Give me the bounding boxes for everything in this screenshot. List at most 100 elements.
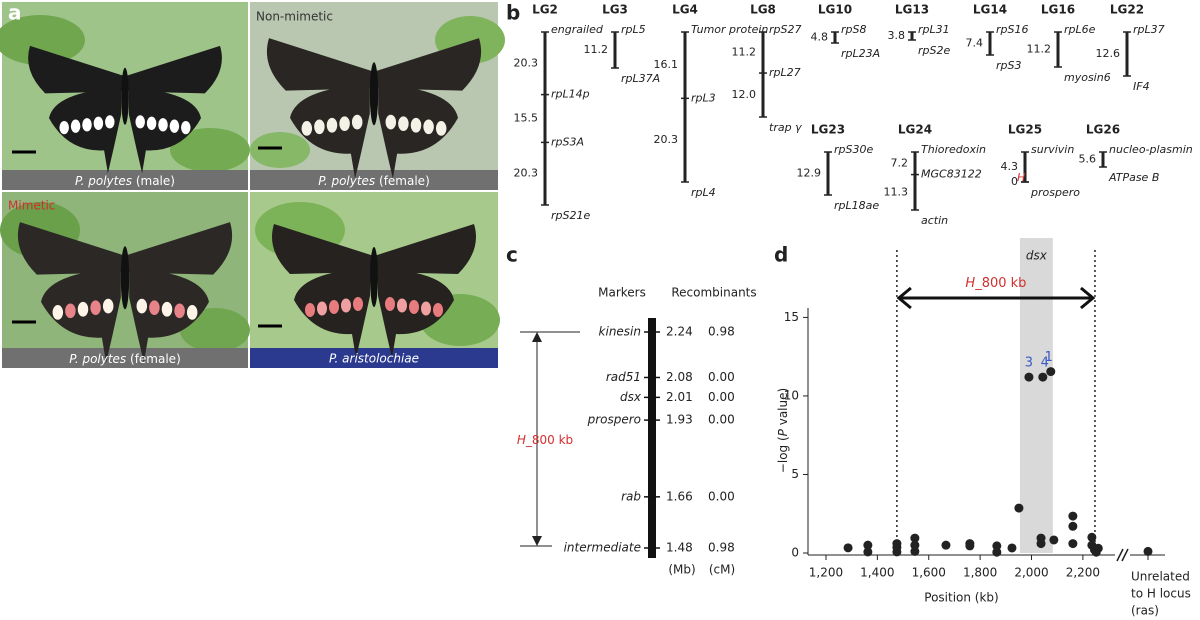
marker-name: trap γ — [769, 121, 802, 134]
photo-caption: P. polytes (female) — [69, 352, 181, 366]
point — [992, 547, 1002, 557]
wing-spot — [410, 117, 422, 133]
distance: 16.1 — [654, 58, 679, 71]
region-label: H_800 kb — [517, 433, 573, 447]
chromosome-bar — [648, 318, 656, 558]
chromosome-bar — [1056, 32, 1060, 67]
photo-tag: Non-mimetic — [256, 10, 333, 24]
wing-spot — [105, 115, 115, 129]
marker-name: ATPase B — [1108, 171, 1159, 184]
point — [863, 547, 873, 557]
distance: 12.6 — [1096, 47, 1121, 60]
distance: 3.8 — [888, 29, 906, 42]
wing-spot — [326, 117, 338, 133]
x-tick-label: 2,200 — [1066, 566, 1100, 580]
y-tick-label: 10 — [784, 388, 799, 402]
wing-spot — [136, 298, 148, 314]
wing-spot — [90, 300, 101, 316]
forewing — [266, 38, 374, 91]
marker-name: rpS3 — [996, 59, 1022, 72]
marker-name: kinesin — [599, 325, 641, 339]
marker-name: Thioredoxin — [921, 143, 986, 156]
note: (female) — [130, 352, 181, 366]
marker-name: myosin6 — [1064, 71, 1111, 84]
wing-spot — [169, 119, 180, 133]
marker-name: rpL27 — [769, 66, 801, 79]
marker-name: rpL37A — [621, 72, 660, 85]
forewing — [374, 38, 482, 91]
chromosome-bar — [683, 32, 687, 182]
marker-name: engrailed — [551, 23, 604, 36]
position: 1.93 — [666, 413, 693, 427]
caption-bar — [2, 170, 248, 190]
wing-spot — [59, 120, 69, 135]
photo-caption: P. polytes (female) — [318, 174, 430, 188]
photo-caption: P. aristolochiae — [329, 352, 419, 366]
recombinants: 0.00 — [708, 413, 735, 427]
region-text: _800 kb — [525, 433, 573, 447]
forewing — [272, 224, 374, 274]
region-label: H_800 kb — [965, 276, 1026, 291]
arrow-head — [1079, 286, 1096, 310]
butterfly — [266, 38, 482, 179]
wing-spot — [435, 121, 447, 136]
forewing — [125, 45, 222, 94]
distance: 12.0 — [732, 88, 757, 101]
marker-name: rpS21e — [551, 209, 590, 222]
body — [121, 67, 129, 125]
panel-label: c — [506, 243, 518, 267]
leaf — [250, 132, 310, 168]
group-name: LG25 — [1008, 123, 1042, 137]
distance: 7.2 — [891, 156, 909, 169]
x-tick-label: 2,000 — [1014, 566, 1048, 580]
distance: 0 — [1011, 175, 1018, 188]
marker-name: H — [1017, 171, 1025, 184]
marker-table: Markers Recombinants (Mb) (cM) kinesin 2.24 0.… — [517, 286, 757, 577]
photo-caption: P. polytes (male) — [75, 174, 175, 188]
position: 2.08 — [666, 370, 693, 384]
point-label: 3 — [1025, 356, 1033, 371]
point — [1068, 521, 1078, 531]
panel-label: a — [8, 1, 22, 25]
y-label-part: −log ( — [776, 436, 790, 473]
marker-name: IF4 — [1133, 80, 1150, 93]
y-label-part: P — [776, 428, 790, 436]
forewing — [28, 45, 126, 94]
leaf — [0, 15, 85, 65]
point — [1038, 372, 1048, 382]
distance: 11.2 — [1027, 43, 1052, 56]
wing-spot — [93, 116, 104, 130]
chromosome-bar — [826, 152, 830, 195]
wing-spot — [341, 298, 351, 313]
y-axis-label: −log (P value) — [776, 388, 790, 473]
marker-name: rpS3A — [551, 135, 584, 148]
recombinants: 0.00 — [708, 370, 735, 384]
panel-label: b — [506, 1, 520, 25]
distance: 5.6 — [1079, 153, 1097, 166]
y-tick-label: 0 — [791, 546, 799, 560]
marker-name: rpS27 — [769, 23, 801, 36]
body — [370, 247, 378, 307]
recombinants: 0.98 — [708, 541, 735, 555]
distance: 12.9 — [797, 167, 822, 180]
panel-label: d — [774, 243, 788, 267]
wing-spot — [146, 116, 157, 130]
wing-spot — [398, 116, 409, 132]
wing-spot — [353, 297, 363, 311]
axis-break — [1116, 548, 1129, 562]
region-italic: H — [965, 276, 975, 291]
arrow-head — [896, 286, 912, 310]
y-tick-label: 15 — [784, 310, 799, 324]
recombinants: 0.98 — [708, 325, 735, 339]
chromosome-bar — [1125, 32, 1129, 76]
marker-name: rpL31 — [918, 23, 950, 36]
chromosome-bar — [1101, 152, 1105, 167]
note: (female) — [379, 174, 430, 188]
butterfly — [272, 224, 476, 358]
position: 2.24 — [666, 325, 693, 339]
unrelated-label: Unrelated — [1131, 570, 1190, 584]
butterfly — [28, 45, 222, 174]
point — [1068, 539, 1078, 549]
